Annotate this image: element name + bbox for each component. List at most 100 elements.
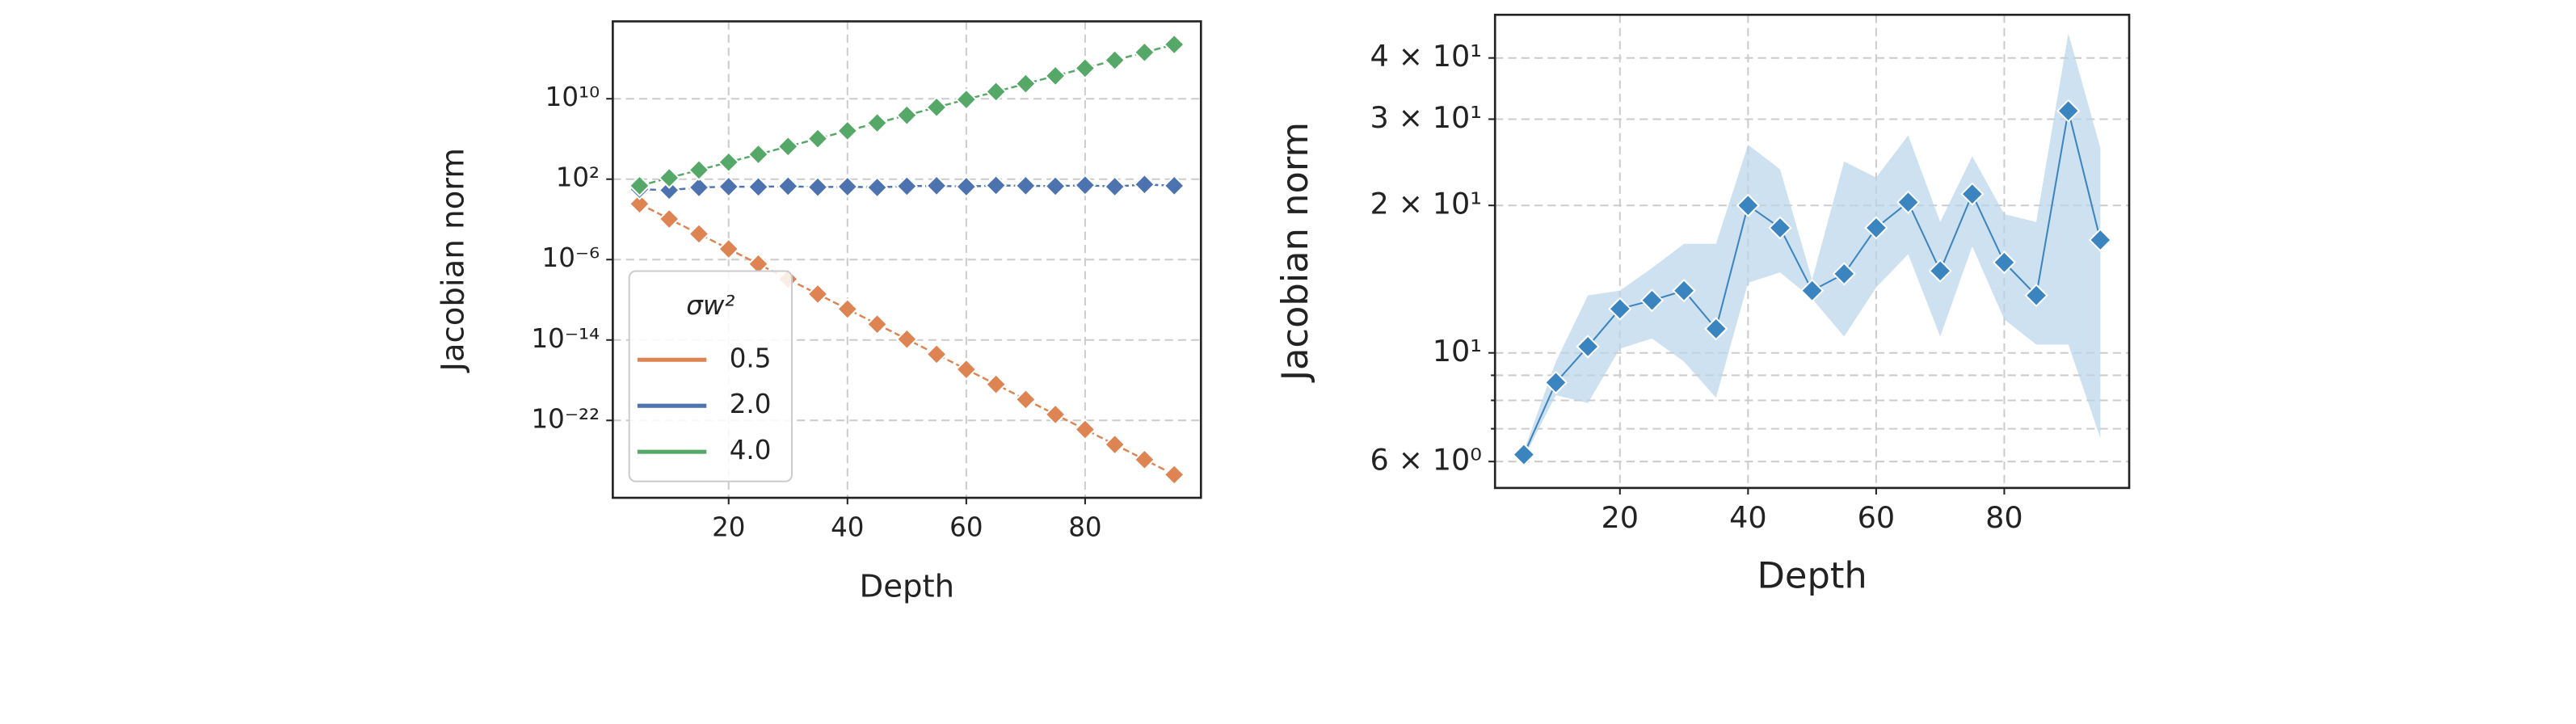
marker [2088,228,2112,252]
x-tick-label: 60 [949,512,983,543]
marker [865,176,889,199]
marker [806,127,829,150]
x-tick-label: 40 [831,512,864,543]
plot-frame [1493,13,2131,490]
marker [1864,216,1888,240]
marker [806,175,829,199]
marker [1133,41,1156,64]
marker [1768,216,1792,240]
figure-content: 20 40 60 80 10¹⁰ 10² 10⁻⁶ 10⁻¹⁴ 10⁻²² Depth Jacobi… [436,13,2131,604]
y-tick-label: 6 × 10⁰ [1370,443,1482,478]
marker [1928,259,1952,283]
marker [718,175,740,198]
marker [865,112,889,134]
marker [1832,262,1856,286]
marker [1104,175,1126,198]
marker [718,238,740,260]
x-tick-label: 40 [1729,500,1767,535]
marker [1736,193,1760,217]
marker [777,175,799,198]
y-axis-label: Jacobian norm [1273,122,1316,383]
confidence-band [1523,33,2101,458]
marker [1799,279,1825,303]
legend-label: 0.5 [730,343,772,373]
x-tick-label: 20 [712,512,745,543]
marker [984,373,1008,396]
marker [955,175,978,198]
y-tick-label: 10¹⁰ [545,82,600,112]
marker [1639,288,1665,313]
x-axis-label: Depth [859,568,954,604]
marker [658,179,680,202]
marker [1104,48,1126,72]
legend-box [628,270,793,482]
marker [895,328,918,351]
marker [836,297,859,321]
y-tick-label: 10⁻⁶ [542,242,600,273]
marker [1704,317,1728,341]
marker [895,175,918,198]
marker [777,135,799,158]
marker [1608,297,1632,321]
marker [836,120,859,142]
marker [1992,250,2017,275]
marker [1074,174,1096,196]
marker [1163,175,1185,197]
marker [1960,182,1985,206]
marker [1133,448,1156,471]
marker [628,175,651,197]
marker [1044,403,1067,426]
marker [1133,173,1156,196]
marker [1163,33,1185,56]
marker [895,103,918,127]
marker [925,343,948,366]
marker [925,175,948,197]
marker [658,166,680,189]
marker [747,143,770,166]
plot-area [1512,33,2112,467]
x-axis-label: Depth [1757,554,1867,597]
marker [836,175,859,198]
marker [1044,175,1067,198]
marker [1672,279,1696,303]
y-tick-label: 3 × 10¹ [1370,100,1482,135]
legend-label: 4.0 [730,435,772,465]
marker [688,176,710,199]
marker [925,96,948,119]
marker [628,192,651,215]
plot-area [628,33,1185,486]
marker [1104,433,1126,456]
marker [984,80,1008,103]
x-tick-label: 80 [1068,512,1101,543]
marker [1576,335,1600,359]
marker [806,283,829,305]
marker [1163,463,1185,486]
marker [1074,57,1096,80]
marker [2056,99,2081,123]
marker [1543,370,1568,395]
y-tick-label: 2 × 10¹ [1370,187,1482,221]
marker [1014,73,1038,95]
marker [658,208,680,230]
marker [1014,175,1038,197]
x-tick-label: 60 [1858,500,1896,535]
y-tick-label: 10⁻¹⁴ [532,323,600,354]
marker [1896,190,1921,214]
marker [747,175,770,198]
marker [718,151,740,174]
marker [984,174,1008,197]
y-tick-label: 10² [556,162,600,193]
marker [865,313,889,335]
marker [688,158,710,182]
marker [688,222,710,246]
y-axis-label: Jacobian norm [436,148,472,373]
y-tick-label: 10¹ [1433,334,1482,368]
marker [955,88,978,111]
legend-title: σw² [686,290,734,321]
marker [2024,283,2048,308]
marker [1074,418,1096,441]
y-tick-label: 4 × 10¹ [1370,39,1482,74]
marker [955,358,978,381]
x-tick-label: 80 [1985,500,2023,535]
